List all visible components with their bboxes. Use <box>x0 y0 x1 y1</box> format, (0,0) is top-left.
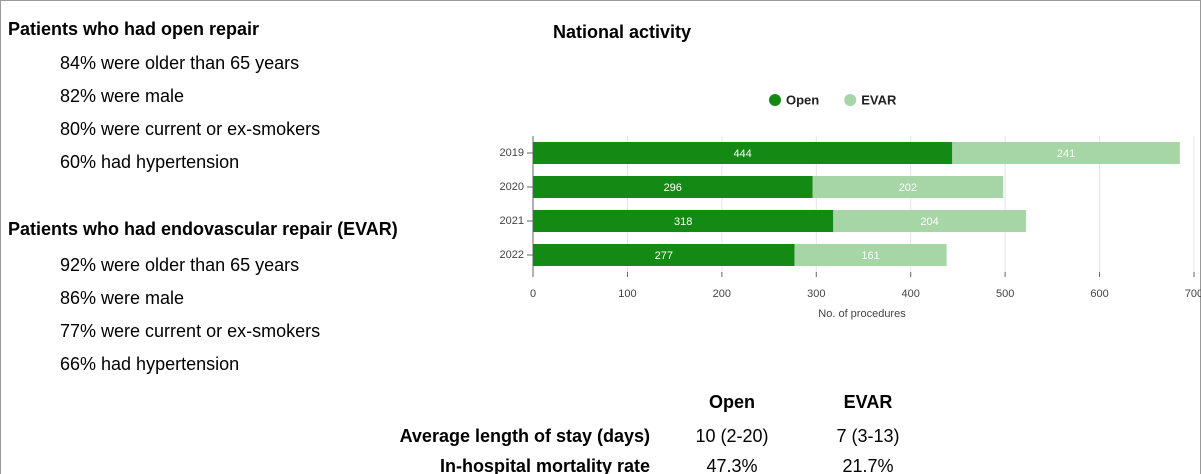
table-cell: 47.3% <box>706 456 757 474</box>
bar-segment <box>533 142 953 164</box>
table-cell: 7 (3-13) <box>836 426 899 446</box>
table-header: EVAR <box>844 392 893 412</box>
section-heading: Patients who had open repair <box>8 19 259 39</box>
legend-label: Open <box>786 92 819 107</box>
section-item: 66% had hypertension <box>60 354 239 374</box>
data-label: 277 <box>655 250 673 262</box>
section-item: 80% were current or ex-smokers <box>60 119 320 139</box>
y-tick-label: 2019 <box>500 147 524 159</box>
data-label: 204 <box>920 216 938 228</box>
legend-marker <box>844 94 857 106</box>
bar-segment <box>794 244 947 266</box>
bar-segment <box>533 210 834 232</box>
table-header: Open <box>709 392 755 412</box>
section-item: 84% were older than 65 years <box>60 53 299 73</box>
y-tick-label: 2020 <box>500 181 524 193</box>
legend-marker <box>769 94 781 106</box>
chart-title: National activity <box>553 22 691 42</box>
x-tick-label: 100 <box>618 288 636 300</box>
data-label: 241 <box>1057 148 1075 160</box>
section-heading: Patients who had endovascular repair (EV… <box>8 219 398 239</box>
x-tick-label: 0 <box>530 288 536 300</box>
x-tick-label: 700 <box>1185 288 1201 300</box>
y-tick-label: 2021 <box>500 215 524 227</box>
data-label: 318 <box>674 216 692 228</box>
table-cell: 21.7% <box>842 456 893 474</box>
legend-label: EVAR <box>861 92 897 107</box>
x-tick-label: 500 <box>996 288 1014 300</box>
bar-segment <box>833 210 1026 232</box>
section-item: 86% were male <box>60 288 184 308</box>
row-label: Average length of stay (days) <box>400 426 650 446</box>
section-item: 82% were male <box>60 86 184 106</box>
bar-segment <box>533 176 813 198</box>
x-tick-label: 600 <box>1090 288 1108 300</box>
y-tick-label: 2022 <box>500 249 524 261</box>
x-tick-label: 400 <box>902 288 920 300</box>
data-label: 444 <box>733 148 751 160</box>
bar-segment <box>952 142 1180 164</box>
data-label: 296 <box>664 182 682 194</box>
x-axis-label: No. of procedures <box>818 308 906 320</box>
data-label: 202 <box>899 182 917 194</box>
section-item: 92% were older than 65 years <box>60 255 299 275</box>
x-tick-label: 300 <box>807 288 825 300</box>
bar-segment <box>812 176 1004 198</box>
section-item: 77% were current or ex-smokers <box>60 321 320 341</box>
section-item: 60% had hypertension <box>60 152 239 172</box>
row-label: In-hospital mortality rate <box>440 456 650 474</box>
data-label: 161 <box>861 250 879 262</box>
x-tick-label: 200 <box>713 288 731 300</box>
table-cell: 10 (2-20) <box>695 426 768 446</box>
bar-segment <box>533 244 795 266</box>
